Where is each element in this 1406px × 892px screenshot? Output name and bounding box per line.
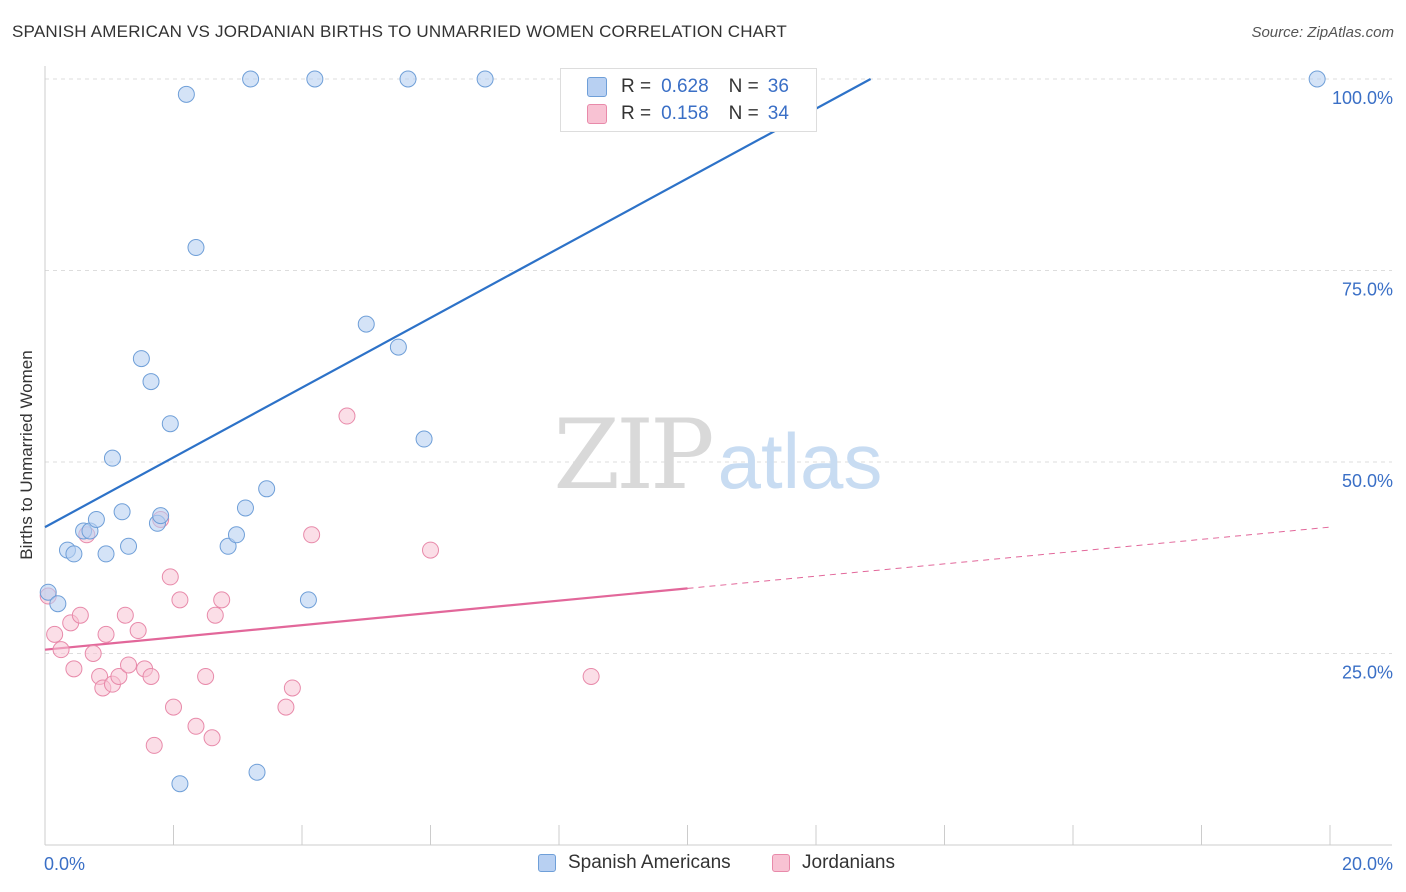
- data-point-jordanians: [213, 591, 231, 609]
- axes: [44, 66, 1392, 846]
- blue-swatch: [587, 77, 607, 97]
- data-point-jordanians: [197, 667, 215, 685]
- data-point-spanish-americans: [219, 537, 237, 555]
- data-point-jordanians: [145, 736, 163, 754]
- stats-r-value: 0.158: [661, 103, 709, 124]
- x-tick-label: 0.0%: [44, 854, 85, 874]
- watermark-zip: ZIP: [553, 399, 712, 511]
- data-point-spanish-americans: [389, 338, 407, 356]
- data-point-spanish-americans: [142, 373, 160, 391]
- data-point-jordanians: [120, 656, 138, 674]
- stats-n-label: N =: [728, 76, 759, 97]
- y-tick-label: 75.0%: [1342, 280, 1393, 300]
- legend-label: Jordanians: [802, 852, 895, 873]
- data-point-jordanians: [283, 679, 301, 697]
- data-point-spanish-americans: [187, 239, 205, 257]
- data-point-spanish-americans: [399, 70, 417, 88]
- legend-item-jordanians[interactable]: Jordanians: [772, 852, 895, 874]
- data-point-spanish-americans: [39, 583, 57, 601]
- data-point-jordanians: [71, 606, 89, 624]
- stats-r-label: R =: [621, 76, 652, 97]
- stats-r-label: R =: [621, 103, 652, 124]
- data-point-jordanians: [338, 407, 356, 425]
- data-point-spanish-americans: [113, 503, 131, 521]
- y-tick-label: 100.0%: [1332, 88, 1393, 108]
- data-point-spanish-americans: [97, 545, 115, 563]
- data-point-jordanians: [65, 660, 83, 678]
- data-point-spanish-americans: [357, 315, 375, 333]
- data-point-spanish-americans: [1308, 70, 1326, 88]
- data-point-spanish-americans: [49, 595, 67, 613]
- data-point-spanish-americans: [103, 449, 121, 467]
- data-point-spanish-americans: [87, 510, 105, 528]
- stats-r-value: 0.628: [661, 76, 709, 97]
- watermark: ZIP atlas: [553, 399, 882, 511]
- stats-legend: R = 0.628 N = 36 R = 0.158 N = 34: [560, 68, 817, 132]
- data-point-spanish-americans: [242, 70, 260, 88]
- data-point-spanish-americans: [415, 430, 433, 448]
- y-tick-label: 50.0%: [1342, 471, 1393, 491]
- data-point-spanish-americans: [299, 591, 317, 609]
- data-point-jordanians: [129, 622, 147, 640]
- bottom-legend: Spanish Americans Jordanians: [0, 852, 1406, 878]
- watermark-atlas: atlas: [718, 417, 883, 505]
- data-point-jordanians: [46, 625, 64, 643]
- data-point-jordanians: [97, 625, 115, 643]
- y-axis-label: Births to Unmarried Women: [17, 350, 36, 560]
- data-point-jordanians: [171, 591, 189, 609]
- data-point-spanish-americans: [227, 526, 245, 544]
- data-point-spanish-americans: [132, 350, 150, 368]
- stats-row-jordanian: R = 0.158 N = 34: [587, 101, 789, 127]
- legend-swatch-pink: [772, 854, 790, 872]
- data-point-jordanians: [84, 645, 102, 662]
- legend-swatch-blue: [538, 854, 556, 872]
- data-point-jordanians: [422, 541, 439, 559]
- data-point-spanish-americans: [161, 415, 179, 433]
- source-label: Source: ZipAtlas.com: [1251, 24, 1394, 41]
- data-point-jordanians: [142, 667, 160, 685]
- data-point-jordanians: [277, 698, 295, 716]
- stats-n-value: 34: [767, 103, 789, 124]
- trend-lines: [44, 78, 1331, 651]
- data-point-spanish-americans: [306, 70, 324, 88]
- pink-swatch: [587, 104, 607, 124]
- trend-line-spanish-americans: [44, 78, 872, 529]
- legend-item-spanish-americans[interactable]: Spanish Americans: [538, 852, 731, 874]
- data-point-jordanians: [203, 729, 221, 747]
- data-point-spanish-americans: [177, 85, 195, 103]
- legend-label: Spanish Americans: [568, 852, 731, 873]
- data-point-jordanians: [110, 667, 128, 685]
- data-point-jordanians: [582, 667, 600, 685]
- chart-title: SPANISH AMERICAN VS JORDANIAN BIRTHS TO …: [12, 22, 787, 41]
- x-tick-label: 20.0%: [1342, 854, 1393, 874]
- grid-lines: [45, 78, 1392, 654]
- stats-n-value: 36: [767, 76, 789, 97]
- stats-row-spanish: R = 0.628 N = 36: [587, 74, 789, 100]
- stats-n-label: N =: [728, 103, 759, 124]
- data-point-jordanians: [165, 698, 182, 716]
- data-point-jordanians: [206, 606, 224, 624]
- data-point-jordanians: [303, 526, 321, 544]
- data-point-spanish-americans: [152, 507, 170, 525]
- data-point-spanish-americans: [120, 537, 138, 555]
- data-point-spanish-americans: [476, 70, 494, 88]
- data-point-spanish-americans: [258, 480, 276, 498]
- y-tick-label: 25.0%: [1342, 663, 1393, 683]
- tick-labels: 25.0% 50.0% 75.0% 100.0% 0.0% 20.0%: [44, 88, 1393, 874]
- data-point-jordanians: [161, 568, 179, 586]
- data-point-jordanians: [116, 606, 134, 624]
- trend-line-jordanians: [44, 587, 688, 651]
- data-point-jordanians: [187, 717, 205, 735]
- data-point-spanish-americans: [236, 499, 254, 517]
- data-point-spanish-americans: [171, 775, 189, 793]
- data-point-spanish-americans: [65, 545, 83, 563]
- data-point-spanish-americans: [248, 763, 266, 781]
- data-point-jordanians: [52, 641, 70, 659]
- trend-line-jordanians-extrapolated: [687, 526, 1331, 589]
